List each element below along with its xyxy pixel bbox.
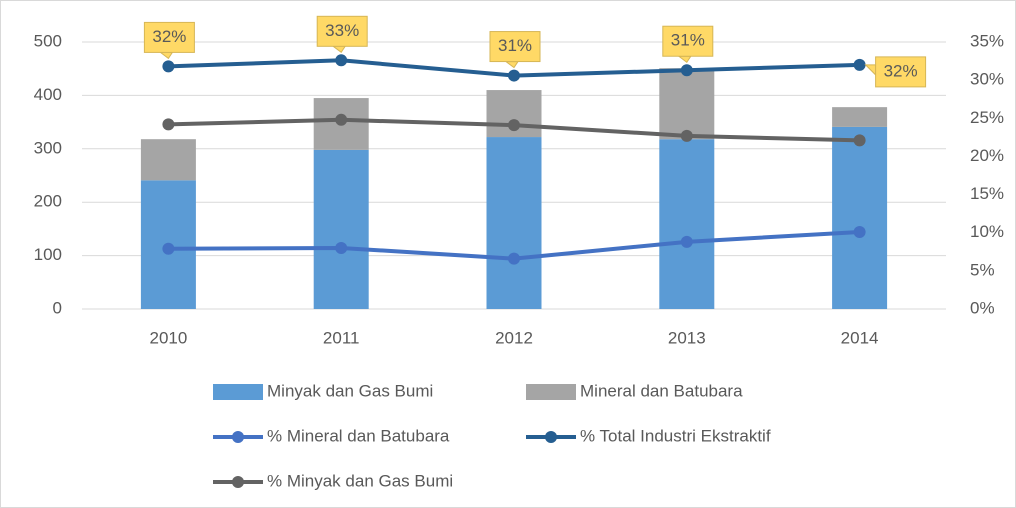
legend-label: % Total Industri Ekstraktif (580, 426, 771, 445)
y2-tick-label: 10% (970, 222, 1004, 241)
point (508, 252, 520, 265)
bar (832, 126, 888, 309)
callout-box (875, 56, 927, 88)
legend-label: % Minyak dan Gas Bumi (267, 471, 453, 490)
callout-box (489, 31, 541, 63)
data-label: 32% (884, 61, 918, 80)
y2-tick-label: 20% (970, 146, 1004, 165)
point (680, 64, 693, 77)
bar (832, 107, 888, 127)
point (680, 235, 693, 248)
bar (140, 139, 196, 181)
point (162, 118, 175, 131)
point (508, 119, 520, 132)
legend-swatch (213, 384, 263, 400)
bar (659, 139, 715, 309)
y-tick-label: 500 (34, 31, 62, 50)
point (853, 134, 866, 147)
legend-label: Mineral dan Batubara (580, 381, 743, 400)
legend-marker (232, 431, 244, 443)
data-label: 31% (498, 36, 532, 55)
y-tick-label: 300 (34, 138, 62, 157)
data-label: 31% (671, 31, 705, 50)
y-tick-label: 200 (34, 192, 62, 211)
y2-tick-label: 0% (970, 298, 995, 317)
y2-tick-label: 30% (970, 70, 1004, 89)
point (680, 129, 693, 142)
y2-tick-label: 35% (970, 31, 1004, 50)
x-tick-label: 2011 (323, 328, 360, 347)
bar (486, 137, 542, 309)
point (853, 58, 866, 71)
y-tick-label: 400 (34, 85, 62, 104)
point (335, 241, 348, 254)
y2-tick-label: 5% (970, 260, 995, 279)
y2-tick-label: 15% (970, 184, 1004, 203)
point (335, 54, 348, 67)
legend-label: % Mineral dan Batubara (267, 426, 450, 445)
callout-box (143, 21, 195, 53)
data-label: 33% (325, 21, 359, 40)
point (162, 60, 175, 73)
point (853, 225, 866, 238)
x-tick-label: 2014 (841, 328, 879, 347)
callout-box (316, 15, 368, 47)
legend-swatch (526, 384, 576, 400)
data-label: 32% (152, 27, 186, 46)
y-tick-label: 0 (53, 298, 62, 317)
legend-marker (545, 431, 557, 443)
point (335, 113, 348, 126)
y2-tick-label: 25% (970, 108, 1004, 127)
x-tick-label: 2012 (495, 328, 533, 347)
legend-marker (232, 476, 244, 488)
point (508, 69, 520, 82)
callout-box (662, 25, 714, 57)
bar (659, 68, 715, 140)
bar (313, 149, 369, 309)
point (162, 242, 175, 255)
x-tick-label: 2013 (668, 328, 706, 347)
legend-label: Minyak dan Gas Bumi (267, 381, 433, 400)
x-tick-label: 2010 (149, 328, 187, 347)
y-tick-label: 100 (34, 245, 62, 264)
